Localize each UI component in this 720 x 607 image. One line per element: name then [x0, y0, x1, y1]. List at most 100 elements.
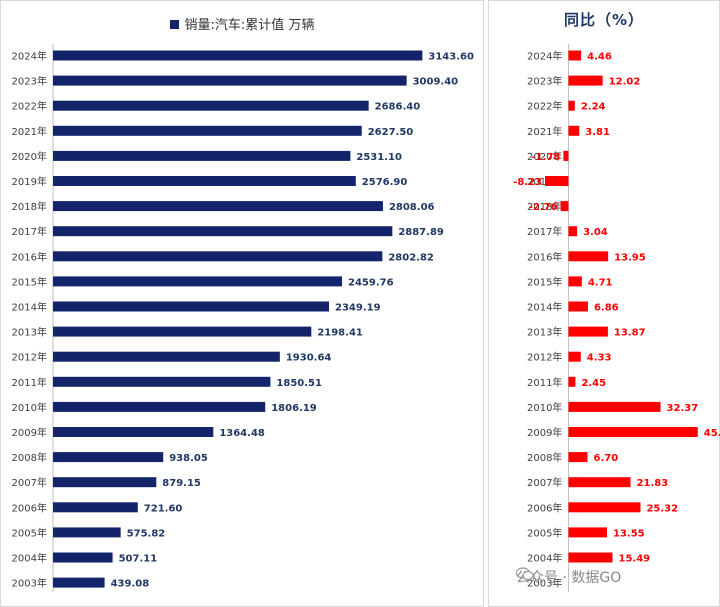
- right-category-label: 2017年: [527, 225, 562, 238]
- left-category-label: 2004年: [12, 552, 47, 565]
- growth-bar: [568, 75, 603, 86]
- growth-bar: [568, 401, 661, 412]
- growth-value-label: 6.86: [594, 303, 619, 314]
- left-category-label: 2021年: [12, 125, 47, 138]
- wechat-icon: [516, 567, 534, 581]
- sales-bar: [53, 251, 383, 262]
- growth-bar: [560, 201, 569, 212]
- growth-bar: [568, 301, 588, 312]
- right-category-label: 2004年: [527, 552, 562, 565]
- right-category-label: 2007年: [527, 476, 562, 489]
- growth-value-label: 13.95: [614, 252, 646, 263]
- right-category-label: 2020年: [527, 150, 562, 163]
- left-category-label: 2017年: [12, 225, 47, 238]
- growth-bar: [568, 477, 631, 488]
- left-category-label: 2008年: [12, 451, 47, 464]
- growth-value-label: -8.23: [513, 177, 542, 188]
- growth-bar: [568, 552, 613, 563]
- growth-value-label: 4.33: [587, 353, 612, 364]
- sales-bar: [53, 326, 312, 337]
- sales-bar: [53, 452, 164, 463]
- right-category-label: 2015年: [527, 275, 562, 288]
- growth-bar: [568, 326, 608, 337]
- left-category-label: 2010年: [12, 401, 47, 414]
- growth-value-label: 13.87: [614, 328, 646, 339]
- right-category-label: 2011年: [527, 376, 562, 389]
- chart-legend: 销量:汽车:累计值 万辆: [0, 14, 484, 33]
- right-category-label: 2018年: [527, 200, 562, 213]
- growth-value-label: 2.24: [581, 102, 606, 113]
- sales-bar: [53, 226, 393, 237]
- left-category-label: 2024年: [12, 50, 47, 63]
- left-category-label: 2018年: [12, 200, 47, 213]
- growth-value-label: 12.02: [609, 77, 641, 88]
- watermark-text: 公众号 · 数据GO: [516, 570, 622, 586]
- growth-bar: [568, 527, 607, 538]
- sales-bar: [53, 75, 407, 86]
- growth-bar: [568, 276, 582, 287]
- sales-value-label: 721.60: [144, 503, 183, 514]
- sales-bar: [53, 527, 121, 538]
- sales-value-label: 2802.82: [388, 252, 434, 263]
- growth-bar: [568, 251, 609, 262]
- right-category-label: 2008年: [527, 451, 562, 464]
- right-category-label: 2006年: [527, 501, 562, 514]
- watermark: 公众号 · 数据GO: [516, 567, 621, 587]
- sales-value-label: 2686.40: [375, 102, 421, 113]
- sales-value-label: 2576.90: [362, 177, 408, 188]
- growth-bar: [568, 427, 698, 437]
- growth-value-label: 45.46: [704, 428, 720, 439]
- left-category-label: 2022年: [12, 100, 47, 113]
- growth-value-label: 4.71: [588, 277, 613, 288]
- growth-value-label: 6.70: [594, 453, 619, 464]
- sales-value-label: 879.15: [162, 478, 201, 489]
- left-category-label: 2014年: [12, 301, 47, 314]
- sales-value-label: 1364.48: [219, 428, 265, 439]
- sales-bar: [53, 427, 214, 437]
- sales-value-label: 575.82: [127, 528, 166, 539]
- sales-value-label: 2808.06: [389, 202, 435, 213]
- sales-bar: [53, 276, 343, 287]
- left-category-label: 2006年: [12, 501, 47, 514]
- left-category-label: 2023年: [12, 75, 47, 88]
- right-category-label: 2013年: [527, 326, 562, 339]
- left-category-label: 2019年: [12, 175, 47, 188]
- sales-value-label: 3009.40: [413, 77, 459, 88]
- legend-label: 销量:汽车:累计值 万辆: [184, 18, 315, 33]
- sales-bar: [53, 577, 105, 588]
- growth-value-label: 4.46: [587, 52, 612, 63]
- sales-value-label: 2531.10: [356, 152, 402, 163]
- sales-value-label: 439.08: [111, 579, 150, 590]
- sales-bar: [53, 351, 280, 362]
- growth-value-label: -1.78: [532, 152, 561, 163]
- right-category-label: 2021年: [527, 125, 562, 138]
- growth-value-label: 3.04: [583, 227, 608, 238]
- sales-bar: [53, 125, 362, 136]
- sales-bar: [53, 376, 271, 387]
- growth-value-label: 21.83: [637, 478, 669, 489]
- growth-value-label: -2.76: [529, 202, 558, 213]
- sales-value-label: 1806.19: [271, 403, 317, 414]
- sales-bar: [53, 401, 266, 412]
- growth-bar: [568, 351, 581, 362]
- growth-bar: [568, 125, 580, 136]
- growth-bar: [568, 452, 588, 463]
- sales-bar: [53, 100, 369, 111]
- left-category-label: 2007年: [12, 476, 47, 489]
- sales-value-label: 507.11: [119, 554, 158, 565]
- right-category-label: 2024年: [527, 50, 562, 63]
- sales-value-label: 2349.19: [335, 303, 381, 314]
- sales-bar: [53, 502, 138, 513]
- growth-bar: [563, 150, 569, 161]
- sales-bar: [53, 50, 423, 61]
- sales-bar: [53, 150, 351, 161]
- sales-value-label: 1930.64: [286, 353, 332, 364]
- sales-value-label: 938.05: [169, 453, 208, 464]
- growth-value-label: 13.55: [613, 528, 645, 539]
- left-category-label: 2005年: [12, 526, 47, 539]
- left-category-label: 2013年: [12, 326, 47, 339]
- right-category-label: 2012年: [527, 351, 562, 364]
- left-category-label: 2012年: [12, 351, 47, 364]
- sales-bar: [53, 552, 113, 563]
- right-category-label: 2023年: [527, 75, 562, 88]
